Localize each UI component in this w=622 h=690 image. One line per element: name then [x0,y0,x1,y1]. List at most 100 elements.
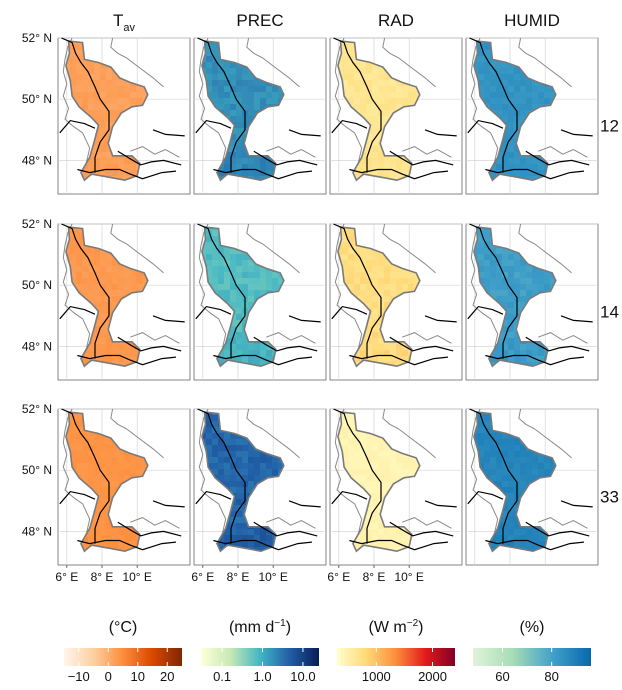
field-cell [478,74,484,80]
field-cell [242,314,248,320]
field-cell [100,266,106,272]
field-cell [354,104,360,110]
field-cell [402,98,408,104]
border-line-black [485,168,584,180]
border-line-gray [246,37,300,88]
map-panel [57,37,191,195]
field-cell [100,284,106,290]
field-cell [206,266,212,272]
field-cell [230,86,236,92]
field-cell [112,290,118,296]
field-cell [496,92,502,98]
field-cell [366,278,372,284]
field-cell [514,134,520,140]
map-panel [57,408,191,566]
field-cell [372,170,378,176]
field-cell [242,74,248,80]
field-cell [384,164,390,170]
field-cell [94,260,100,266]
field-cell [372,314,378,320]
field-cell [342,74,348,80]
field-cell [478,278,484,284]
field-cell [508,356,514,362]
field-cell [366,290,372,296]
field-cell [218,290,224,296]
field-cell [520,80,526,86]
field-cell [378,266,384,272]
field-cell [88,439,94,445]
field-cell [514,98,520,104]
field-cell [112,164,118,170]
field-cell [372,128,378,134]
field-cell [118,176,124,181]
field-cell [100,260,106,266]
field-cell [402,86,408,92]
field-cell [76,92,82,98]
field-cell [94,152,100,158]
field-cell [360,278,366,284]
field-cell [502,164,508,170]
field-cell [354,92,360,98]
field-cell [544,284,550,290]
field-cell [112,116,118,122]
field-cell [230,158,236,164]
border-line-gray [402,146,452,158]
field-cell [76,98,82,104]
border-line-black [424,129,457,137]
field-cell [94,92,100,98]
field-cell [218,362,224,367]
field-cell [478,80,484,86]
field-cell [396,92,402,98]
border-line-gray [62,223,92,362]
field-cell [508,104,514,110]
field-cell [124,266,130,272]
field-cell [384,74,390,80]
border-line-black [485,354,584,366]
field-cell [514,350,520,356]
field-cell [212,50,218,56]
field-cell [118,290,124,296]
field-cell [526,290,532,296]
field-cell [124,284,130,290]
field-cell [94,272,100,278]
field-cell [124,350,130,356]
field-cell [366,344,372,350]
field-cell [484,50,490,56]
field-cell [254,86,260,92]
field-cell [100,254,106,260]
field-cell [112,356,118,362]
field-cell [372,122,378,128]
field-cell [100,326,106,332]
field-cell [236,170,242,176]
field-cell [136,278,142,284]
field-cell [82,362,88,367]
field-cell [88,296,94,302]
field-cell [520,74,526,80]
field-cell [112,74,118,80]
field-cell [526,284,532,290]
field-cell [514,128,520,134]
field-cell [112,266,118,272]
field-cell [254,170,260,176]
field-cell [360,92,366,98]
field-cell [94,62,100,68]
field-cell [508,116,514,122]
field-cell [502,74,508,80]
field-cell [520,170,526,176]
field-cell [112,158,118,164]
field-cell [224,266,230,272]
field-cell [502,146,508,152]
field-cell [508,350,514,356]
field-cell [532,284,538,290]
field-cell [360,170,366,176]
field-cell [212,260,218,266]
field-cell [366,68,372,74]
field-cell [372,266,378,272]
field-cell [348,98,354,104]
field-cell [478,242,484,248]
field-cell [76,463,82,469]
field-cell [478,227,484,230]
field-cell [390,104,396,110]
field-cell [520,344,526,350]
field-cell [112,475,118,481]
